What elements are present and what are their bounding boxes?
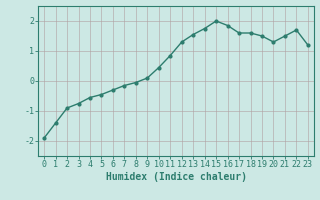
X-axis label: Humidex (Indice chaleur): Humidex (Indice chaleur): [106, 172, 246, 182]
